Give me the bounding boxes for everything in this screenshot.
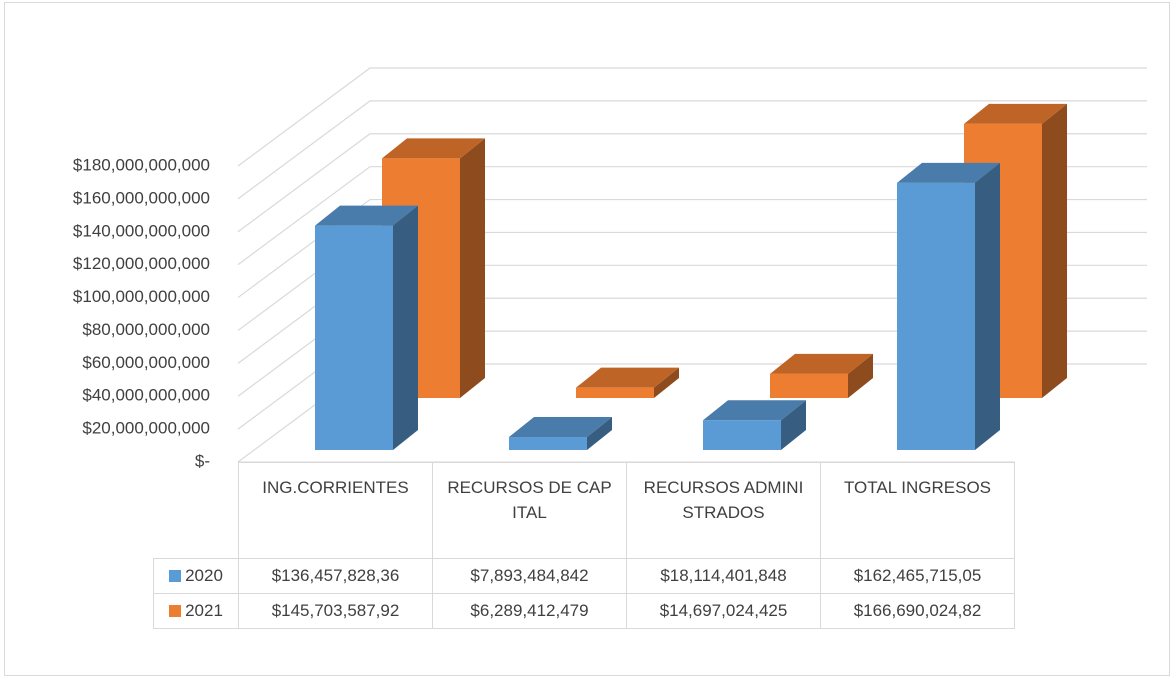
y-tick-label: $40,000,000,000	[82, 386, 210, 405]
bar	[315, 225, 393, 450]
legend-swatch	[169, 605, 182, 617]
y-tick-label: $140,000,000,000	[73, 221, 210, 240]
legend-cell: 2021	[153, 593, 239, 629]
bar-side	[460, 138, 485, 398]
bar	[509, 437, 587, 450]
bar-side	[1042, 103, 1067, 398]
category-cell: RECURSOS DE CAPITAL	[432, 462, 627, 559]
legend-swatch	[169, 570, 182, 582]
table-value: $166,690,024,82	[820, 593, 1015, 629]
y-tick-label: $80,000,000,000	[82, 320, 210, 339]
grid-line	[237, 100, 1147, 200]
table-value: $136,457,828,36	[238, 558, 433, 594]
bar-side	[975, 162, 1000, 450]
grid-line	[237, 166, 1147, 266]
table-value: $7,893,484,842	[432, 558, 627, 594]
table-value: $145,703,587,92	[238, 593, 433, 629]
y-tick-label: $-	[195, 451, 210, 470]
grid-line	[237, 133, 1147, 233]
bar	[576, 387, 654, 398]
table-value: $6,289,412,479	[432, 593, 627, 629]
bar-top	[315, 205, 418, 226]
category-cell: TOTAL INGRESOS	[820, 462, 1015, 559]
grid-line	[237, 198, 1147, 299]
chart-frame	[4, 2, 1170, 676]
grid-line	[237, 67, 1147, 167]
bar-top	[576, 367, 679, 388]
table-value: $162,465,715,05	[820, 558, 1015, 594]
bar-top	[382, 138, 485, 159]
y-tick-label: $180,000,000,000	[73, 155, 210, 174]
table-value: $18,114,401,848	[626, 558, 821, 594]
y-tick-label: $120,000,000,000	[73, 254, 210, 273]
bar-top	[897, 162, 1000, 183]
legend-label: 2020	[185, 566, 223, 585]
bar-side	[654, 367, 679, 398]
category-cell: ING.CORRIENTES	[238, 462, 433, 559]
y-tick-label: $160,000,000,000	[73, 188, 210, 207]
y-tick-label: $20,000,000,000	[82, 419, 210, 438]
bar	[770, 373, 848, 398]
bar-top	[964, 103, 1067, 124]
y-tick-label: $60,000,000,000	[82, 353, 210, 372]
bar-side	[781, 400, 806, 450]
y-tick-label: $100,000,000,000	[73, 287, 210, 306]
bar-side	[587, 417, 612, 450]
legend-cell: 2020	[153, 558, 239, 594]
bar-side	[848, 353, 873, 398]
bar	[703, 420, 781, 450]
bar-top	[509, 417, 612, 438]
bar-top	[703, 400, 806, 421]
bar-top	[770, 353, 873, 374]
legend-label: 2021	[185, 601, 223, 620]
category-cell: RECURSOS ADMINISTRADOS	[626, 462, 821, 559]
table-value: $14,697,024,425	[626, 593, 821, 629]
bar	[897, 182, 975, 450]
bar-side	[393, 205, 418, 450]
